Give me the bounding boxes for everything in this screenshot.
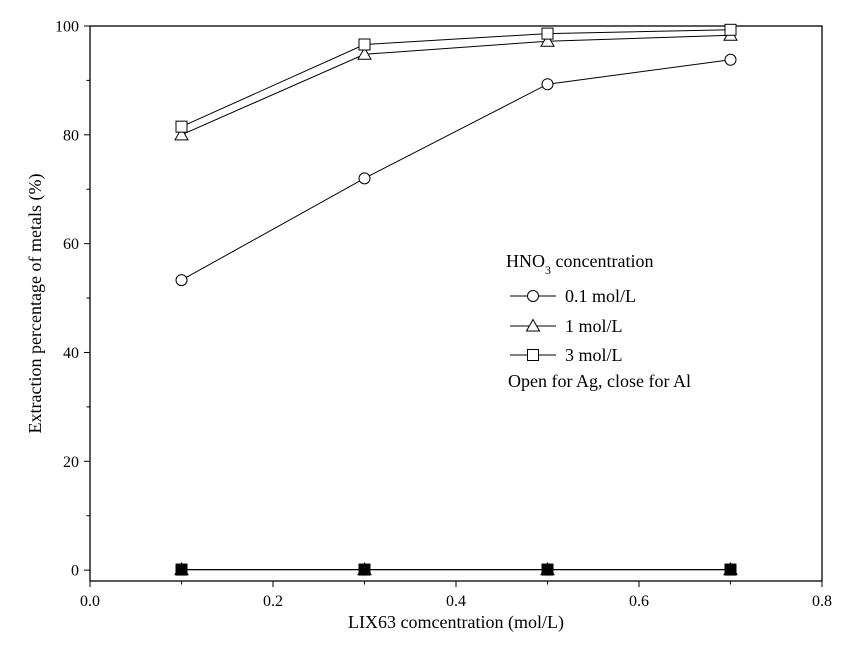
x-axis-title: LIX63 comcentration (mol/L): [348, 612, 564, 633]
plot-frame: [89, 25, 823, 582]
legend-label: 1 mol/L: [565, 316, 623, 336]
data-point-square: [175, 120, 188, 133]
series-ag-1-mol-l: [174, 27, 738, 141]
legend-marker-triangle: [525, 318, 541, 332]
series-ag-0-1-mol-l: [175, 53, 737, 287]
x-tick-label: 0.8: [812, 593, 832, 610]
legend-label: 3 mol/L: [565, 345, 623, 365]
data-point-square: [358, 563, 371, 576]
data-point-circle: [175, 274, 188, 287]
data-point-circle: [724, 53, 737, 66]
series-line: [181, 59, 731, 281]
series-al-3-mol-l: [175, 563, 737, 576]
series-line: [181, 29, 731, 128]
x-tick-label: 0.6: [629, 593, 649, 610]
legend-note: Open for Ag, close for Al: [508, 371, 691, 391]
legend-marker-circle: [527, 290, 539, 302]
data-point-triangle: [174, 127, 189, 141]
y-tick-label: 0: [71, 563, 79, 580]
legend-item: 0.1 mol/L: [510, 286, 636, 306]
legend-rows: 0.1 mol/L 1 mol/L 3 mol/L: [510, 286, 636, 365]
legend-marker-square: [527, 349, 539, 361]
y-tick-label: 100: [55, 19, 79, 36]
data-point-square: [358, 38, 371, 51]
data-point-square: [541, 563, 554, 576]
data-point-circle: [541, 78, 554, 91]
legend-item: 3 mol/L: [510, 345, 623, 365]
y-tick-label: 60: [63, 236, 79, 253]
data-point-square: [541, 27, 554, 40]
y-tick-label: 20: [63, 454, 79, 471]
data-point-triangle: [357, 46, 372, 60]
series-layer: [174, 23, 738, 576]
y-axis-title: Extraction percentage of metals (%): [25, 174, 46, 434]
data-point-circle: [358, 172, 371, 185]
y-tick-label: 40: [63, 345, 79, 362]
x-tick-label: 0.2: [263, 593, 283, 610]
series-ag-3-mol-l: [175, 23, 737, 133]
data-point-square: [724, 563, 737, 576]
legend-label: 0.1 mol/L: [565, 286, 636, 306]
series-line: [181, 34, 731, 136]
legend-title: HNO3 concentration: [506, 251, 653, 277]
x-tick-label: 0.4: [446, 593, 466, 610]
legend: HNO3 concentration 0.1 mol/L 1 mol/L 3 mol…: [506, 251, 691, 391]
legend-item: 1 mol/L: [510, 316, 623, 336]
data-point-square: [175, 563, 188, 576]
data-point-triangle: [540, 33, 555, 47]
y-tick-label: 80: [63, 127, 79, 144]
axes: 0.0 0.2 0.4 0.6 0.8 0 20 40 60 80 100: [55, 19, 832, 611]
series-al-1-mol-l: [174, 562, 738, 576]
data-point-square: [724, 23, 737, 36]
x-tick-label: 0.0: [80, 593, 100, 610]
